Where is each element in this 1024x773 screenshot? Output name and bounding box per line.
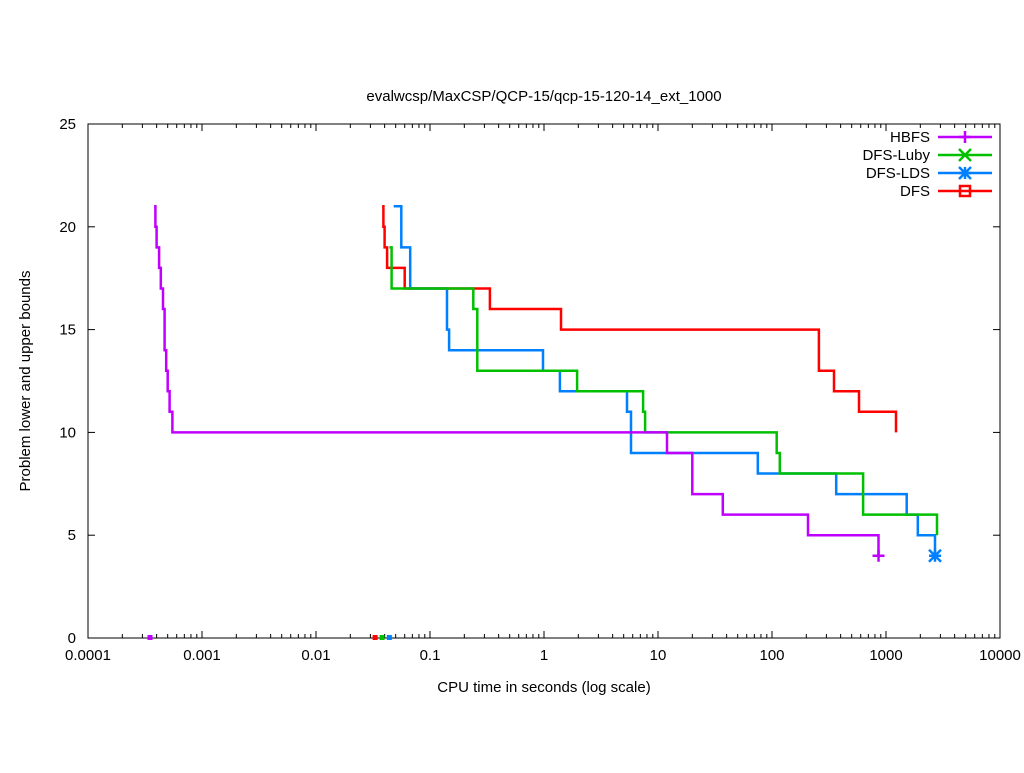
legend-entry-hbfs: HBFS bbox=[890, 129, 992, 146]
lower-bound-point-hbfs bbox=[147, 635, 153, 640]
lower-bound-point-dfs-luby bbox=[379, 635, 385, 640]
end-marker-dfs-lds bbox=[928, 548, 942, 563]
lower-bound-point-dfs-lds bbox=[386, 635, 392, 640]
series-line-hbfs bbox=[154, 204, 880, 556]
x-tick-label: 0.001 bbox=[183, 647, 221, 664]
y-tick-label: 25 bbox=[59, 116, 76, 133]
legend-marker-dfs bbox=[958, 184, 972, 198]
legend-label-dfs-lds: DFS-LDS bbox=[866, 165, 930, 182]
series-line-dfs-lds bbox=[393, 204, 937, 556]
series-line-dfs bbox=[382, 204, 898, 433]
legend-marker-hbfs bbox=[959, 131, 971, 143]
x-tick-label: 100 bbox=[759, 647, 784, 664]
x-tick-label: 0.01 bbox=[301, 647, 330, 664]
plot-border bbox=[87, 123, 1001, 639]
chart-title: evalwcsp/MaxCSP/QCP-15/qcp-15-120-14_ext… bbox=[366, 88, 721, 105]
x-tick-label: 0.1 bbox=[420, 647, 441, 664]
legend-entry-dfs-luby: DFS-Luby bbox=[862, 147, 992, 164]
y-tick-label: 0 bbox=[68, 630, 76, 647]
legend-label-hbfs: HBFS bbox=[890, 129, 930, 146]
end-marker-hbfs bbox=[872, 549, 885, 562]
x-tick-label: 10 bbox=[650, 647, 667, 664]
legend-label-dfs: DFS bbox=[900, 183, 930, 200]
x-axis-label: CPU time in seconds (log scale) bbox=[437, 679, 650, 696]
y-tick-label: 10 bbox=[59, 424, 76, 441]
legend-label-dfs-luby: DFS-Luby bbox=[862, 147, 930, 164]
y-tick-label: 5 bbox=[68, 527, 76, 544]
x-tick-label: 1 bbox=[540, 647, 548, 664]
x-tick-label: 0.0001 bbox=[65, 647, 111, 664]
x-tick-label: 10000 bbox=[979, 647, 1021, 664]
x-tick-label: 1000 bbox=[869, 647, 902, 664]
series-line-dfs-luby bbox=[389, 246, 939, 536]
series-layer bbox=[147, 204, 942, 640]
y-tick-label: 15 bbox=[59, 322, 76, 339]
legend-marker-dfs-luby bbox=[958, 148, 972, 162]
y-axis-label: Problem lower and upper bounds bbox=[17, 271, 34, 492]
legend-entry-dfs-lds: DFS-LDS bbox=[866, 165, 992, 182]
lower-bound-point-dfs bbox=[372, 635, 378, 640]
legend-entry-dfs: DFS bbox=[900, 183, 992, 200]
y-tick-label: 20 bbox=[59, 219, 76, 236]
legend-marker-dfs-lds bbox=[958, 166, 972, 180]
axes-layer: 0.0001 0.001 0.01 0.1 1 10 100 1000 10000 0 5 10 15 2… bbox=[59, 116, 1021, 664]
